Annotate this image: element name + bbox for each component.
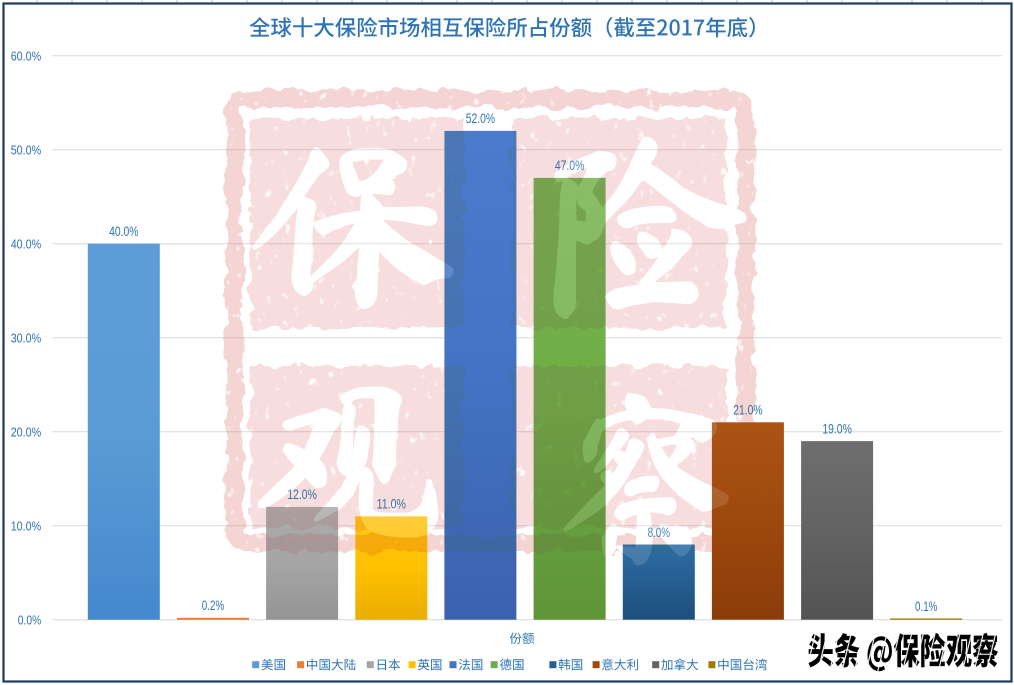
svg-text:0.1%: 0.1% — [915, 599, 937, 614]
svg-text:52.0%: 52.0% — [466, 111, 495, 126]
svg-text:20.0%: 20.0% — [11, 424, 42, 439]
svg-text:60.0%: 60.0% — [11, 48, 42, 63]
svg-text:0.2%: 0.2% — [202, 598, 224, 613]
svg-text:30.0%: 30.0% — [11, 330, 42, 345]
svg-text:40.0%: 40.0% — [109, 224, 138, 239]
svg-text:0.0%: 0.0% — [18, 612, 42, 627]
svg-text:19.0%: 19.0% — [822, 421, 851, 436]
svg-text:40.0%: 40.0% — [11, 236, 42, 251]
svg-text:50.0%: 50.0% — [11, 142, 42, 157]
svg-text:10.0%: 10.0% — [11, 518, 42, 533]
